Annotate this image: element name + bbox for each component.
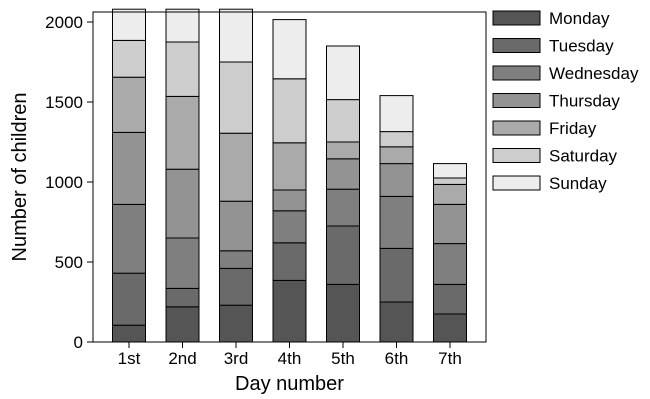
y-tick-label: 0	[74, 333, 83, 352]
bar-segment-6th-tuesday	[379, 247, 414, 303]
x-tick-label: 7th	[438, 349, 462, 368]
bar-segment-5th-wednesday	[326, 188, 360, 227]
legend-swatch-thursday	[492, 93, 541, 108]
y-tick-label: 1000	[45, 173, 83, 192]
bar-segment-6th-friday	[379, 146, 414, 165]
bar-segment-5th-sunday	[326, 45, 360, 101]
legend-swatch-wednesday	[492, 65, 541, 81]
bar-segment-6th-saturday	[379, 131, 414, 148]
bar-segment-3rd-wednesday	[219, 250, 253, 269]
y-axis-title: Number of children	[9, 93, 31, 262]
legend-label-tuesday: Tuesday	[549, 37, 614, 56]
bar-segment-1st-monday	[112, 324, 146, 343]
x-tick-label: 5th	[331, 349, 355, 368]
y-tick-label: 500	[55, 253, 83, 272]
legend-swatch-monday	[492, 10, 541, 26]
x-tick-label: 6th	[385, 349, 409, 368]
bar-segment-5th-saturday	[326, 99, 360, 143]
legend-swatch-friday	[492, 120, 541, 136]
bar-segment-7th-monday	[433, 313, 467, 343]
bar-segment-3rd-thursday	[219, 200, 253, 252]
bar-segment-2nd-tuesday	[165, 287, 200, 308]
legend-label-thursday: Thursday	[549, 92, 620, 111]
bar-segment-1st-friday	[112, 76, 146, 133]
bar-segment-4th-sunday	[272, 19, 307, 80]
bar-segment-7th-saturday	[433, 177, 467, 185]
y-axis: 0 500 1000 1500 2000	[45, 13, 93, 352]
bar-segment-3rd-sunday	[219, 8, 253, 63]
bar-segment-4th-friday	[272, 142, 307, 191]
legend-label-friday: Friday	[549, 119, 597, 138]
bar-segment-1st-thursday	[112, 131, 146, 205]
bar-segment-2nd-sunday	[165, 8, 200, 43]
bar-segment-1st-sunday	[112, 8, 146, 41]
bar-segment-4th-monday	[272, 279, 307, 343]
bar-segment-5th-thursday	[326, 158, 360, 190]
bar-segment-6th-wednesday	[379, 195, 414, 249]
bar-segment-7th-sunday	[433, 163, 467, 179]
y-tick-label: 2000	[45, 13, 83, 32]
bars-layer	[112, 8, 467, 343]
bar-segment-3rd-friday	[219, 132, 253, 202]
x-tick-label: 3rd	[224, 349, 249, 368]
bar-segment-7th-tuesday	[433, 283, 467, 315]
bar-segment-3rd-monday	[219, 304, 253, 343]
bar-segment-2nd-saturday	[165, 41, 200, 97]
legend-label-monday: Monday	[549, 9, 610, 28]
bar-segment-2nd-wednesday	[165, 237, 200, 289]
bar-segment-3rd-saturday	[219, 61, 253, 134]
legend-label-sunday: Sunday	[549, 174, 607, 193]
legend-swatch-sunday	[492, 175, 541, 191]
legend-label-wednesday: Wednesday	[549, 64, 639, 83]
bar-segment-2nd-monday	[165, 306, 200, 343]
legend: Monday Tuesday Wednesday Thursday Friday Satu…	[492, 9, 639, 193]
bar-segment-4th-wednesday	[272, 210, 307, 244]
bar-segment-5th-monday	[326, 283, 360, 343]
bar-segment-4th-saturday	[272, 78, 307, 144]
y-tick-label: 1500	[45, 93, 83, 112]
bar-segment-1st-wednesday	[112, 203, 146, 274]
x-tick-label: 1st	[118, 349, 141, 368]
bar-segment-6th-monday	[379, 301, 414, 343]
bar-segment-7th-friday	[433, 183, 467, 205]
bar-segment-5th-friday	[326, 141, 360, 160]
bar-segment-1st-saturday	[112, 39, 146, 78]
x-axis-title: Day number	[235, 373, 344, 394]
x-axis: 1st 2nd 3rd 4th 5th 6th 7th	[118, 342, 462, 368]
legend-swatch-saturday	[492, 148, 541, 163]
bar-segment-1st-tuesday	[112, 272, 146, 326]
bar-segment-5th-tuesday	[326, 225, 360, 285]
legend-swatch-tuesday	[492, 38, 541, 53]
bar-segment-2nd-thursday	[165, 168, 200, 239]
bar-segment-7th-wednesday	[433, 243, 467, 285]
bar-segment-4th-thursday	[272, 189, 307, 212]
x-tick-label: 4th	[278, 349, 302, 368]
legend-label-saturday: Saturday	[549, 147, 618, 166]
bar-segment-6th-sunday	[379, 95, 414, 133]
bar-segment-2nd-friday	[165, 95, 200, 170]
bar-segment-3rd-tuesday	[219, 267, 253, 306]
bar-segment-7th-thursday	[433, 203, 467, 245]
bar-segment-4th-tuesday	[272, 242, 307, 281]
x-tick-label: 2nd	[168, 349, 196, 368]
bar-segment-6th-thursday	[379, 163, 414, 197]
